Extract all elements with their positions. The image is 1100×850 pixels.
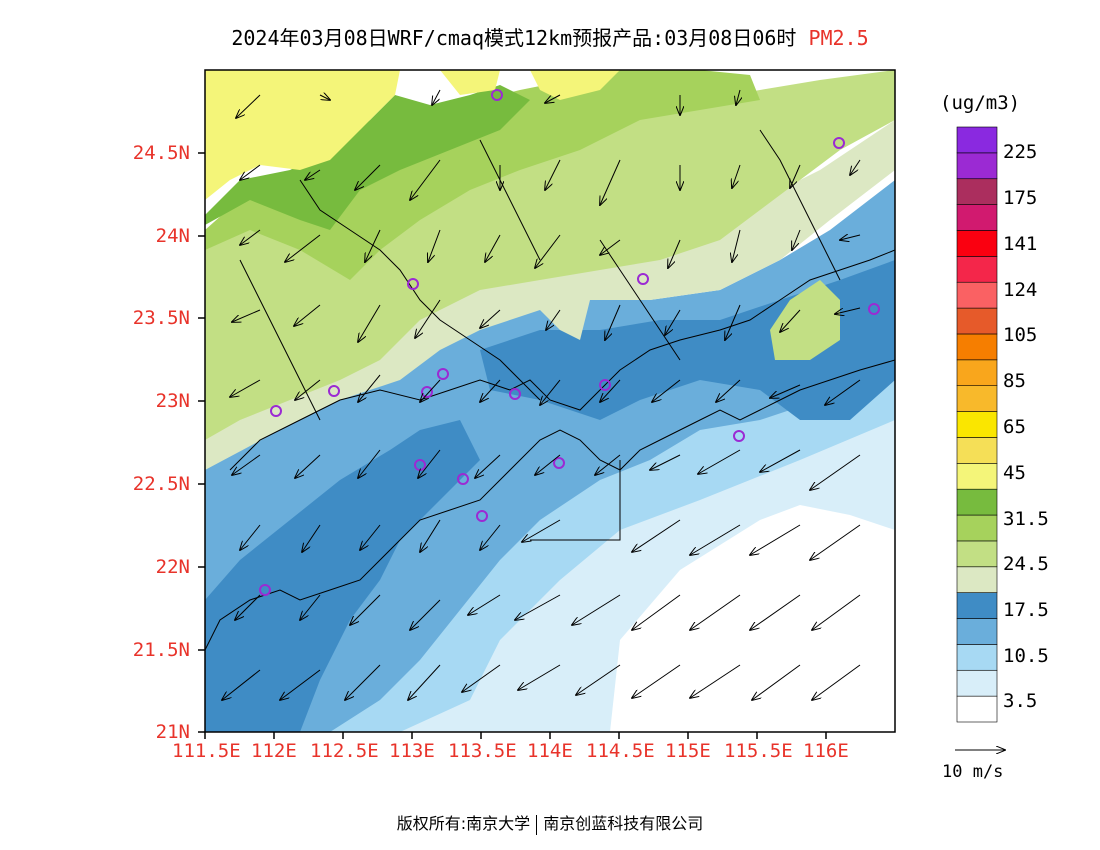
colorbar-label: 65 xyxy=(1003,416,1026,438)
colorbar-swatch xyxy=(956,695,998,723)
site-marker xyxy=(868,303,880,315)
pm25-field xyxy=(205,70,895,732)
site-marker xyxy=(457,473,469,485)
site-marker xyxy=(491,89,503,101)
lon-label: 114E xyxy=(527,740,573,762)
lat-label: 22N xyxy=(155,556,190,578)
site-marker xyxy=(270,405,282,417)
axis-ticks xyxy=(198,152,827,739)
lon-label: 111.5E xyxy=(172,740,241,762)
monitoring-sites xyxy=(259,89,880,596)
site-marker xyxy=(833,137,845,149)
site-marker xyxy=(437,368,449,380)
lat-label: 21N xyxy=(155,721,190,743)
lat-label: 21.5N xyxy=(132,639,190,661)
copyright-owner: 版权所有:南京大学 xyxy=(396,814,531,833)
colorbar-swatch xyxy=(956,463,998,490)
site-marker xyxy=(259,584,271,596)
colorbar-swatch xyxy=(956,411,998,438)
title-species: PM2.5 xyxy=(808,26,869,50)
colorbar-swatch xyxy=(956,385,998,412)
colorbar-label: 225 xyxy=(1003,141,1038,163)
colorbar-unit: (ug/m3) xyxy=(940,92,1021,114)
lon-label: 112.5E xyxy=(310,740,379,762)
lon-label: 113.5E xyxy=(448,740,517,762)
site-marker xyxy=(328,385,340,397)
copyright-divider xyxy=(536,814,538,835)
colorbar-swatch xyxy=(956,230,998,257)
colorbar-label: 10.5 xyxy=(1003,645,1049,667)
colorbar-swatch xyxy=(956,281,998,309)
wind-reference-label: 10 m/s xyxy=(942,762,1004,782)
site-marker xyxy=(476,510,488,522)
lat-label: 22.5N xyxy=(132,473,190,495)
title-main: 2024年03月08日WRF/cmaq模式12km预报产品:03月08日06时 xyxy=(231,26,797,50)
lon-label: 114.5E xyxy=(586,740,655,762)
colorbar-swatch xyxy=(956,126,998,154)
copyright-footer: 版权所有:南京大学 南京创蓝科技有限公司 xyxy=(0,810,1100,835)
lon-label: 116E xyxy=(803,740,849,762)
colorbar-swatch xyxy=(956,178,998,205)
colorbar-swatch xyxy=(956,204,998,231)
site-marker xyxy=(599,379,611,391)
lat-label: 23.5N xyxy=(132,307,190,329)
colorbar-label: 45 xyxy=(1003,462,1026,484)
colorbar-swatch xyxy=(956,592,998,619)
site-marker xyxy=(733,430,745,442)
colorbar-swatch xyxy=(956,540,998,568)
lon-label: 112E xyxy=(251,740,297,762)
colorbar-swatch xyxy=(956,256,998,283)
colorbar-label: 105 xyxy=(1003,324,1038,346)
colorbar xyxy=(956,126,998,723)
copyright-company: 南京创蓝科技有限公司 xyxy=(543,814,704,833)
lon-label: 115E xyxy=(665,740,711,762)
colorbar-swatch xyxy=(956,644,998,671)
colorbar-swatch xyxy=(956,618,998,645)
colorbar-label: 31.5 xyxy=(1003,508,1049,530)
colorbar-label: 3.5 xyxy=(1003,690,1038,712)
lat-label: 23N xyxy=(155,390,190,412)
colorbar-swatch xyxy=(956,566,998,593)
colorbar-swatch xyxy=(956,152,998,180)
chart-title: 2024年03月08日WRF/cmaq模式12km预报产品:03月08日06时 P… xyxy=(0,22,1100,51)
site-marker xyxy=(553,457,565,469)
colorbar-swatch xyxy=(956,669,998,697)
site-marker xyxy=(509,388,521,400)
lon-label: 113E xyxy=(389,740,435,762)
colorbar-label: 24.5 xyxy=(1003,553,1049,575)
colorbar-swatch xyxy=(956,333,998,361)
colorbar-label: 175 xyxy=(1003,187,1038,209)
lon-label: 115.5E xyxy=(724,740,793,762)
colorbar-label: 124 xyxy=(1003,279,1038,301)
colorbar-label: 85 xyxy=(1003,370,1026,392)
colorbar-swatch xyxy=(956,437,998,464)
site-marker xyxy=(407,278,419,290)
colorbar-swatch xyxy=(956,359,998,386)
wind-vectors xyxy=(222,89,861,700)
site-marker xyxy=(637,273,649,285)
colorbar-swatch xyxy=(956,514,998,542)
lat-label: 24.5N xyxy=(132,142,190,164)
colorbar-label: 17.5 xyxy=(1003,599,1049,621)
colorbar-swatch xyxy=(956,488,998,516)
colorbar-label: 141 xyxy=(1003,233,1038,255)
colorbar-swatch xyxy=(956,307,998,335)
lat-label: 24N xyxy=(155,225,190,247)
